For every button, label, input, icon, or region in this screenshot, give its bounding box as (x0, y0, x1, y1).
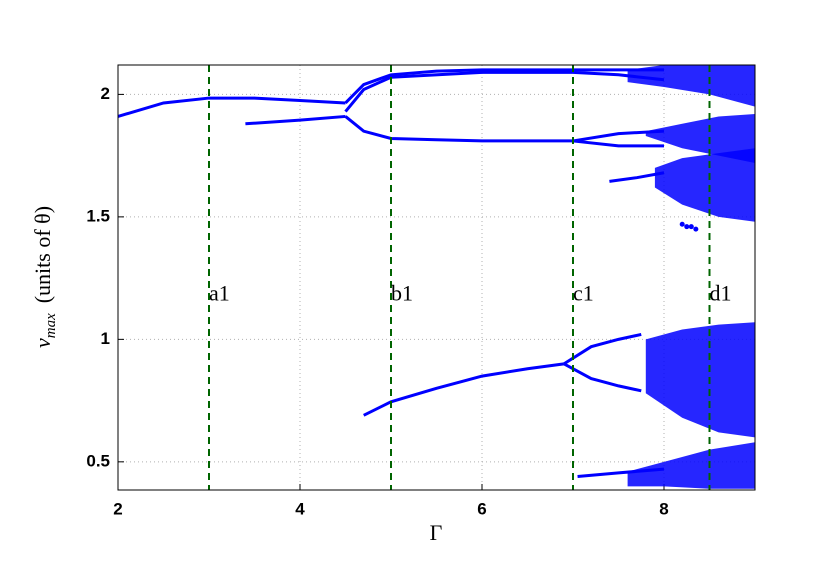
y-tick-label: 0.5 (86, 451, 110, 470)
chaotic-band (654, 148, 755, 222)
x-tick-label: 2 (113, 499, 122, 518)
branch-line (117, 96, 346, 118)
x-tick-label: 6 (477, 499, 486, 518)
branch-line (344, 68, 664, 105)
marker-label: b1 (391, 280, 413, 305)
branch-line (609, 171, 665, 183)
y-tick-label: 2 (101, 84, 110, 103)
branch-line (563, 332, 642, 366)
point (684, 224, 690, 230)
y-label-sub: max (43, 313, 59, 338)
branch-line (563, 362, 642, 393)
x-tick-label: 4 (295, 499, 305, 518)
y-label-rest: (units of θ) (30, 206, 55, 303)
point (693, 226, 699, 232)
chaotic-band (627, 442, 755, 489)
branch-line (572, 139, 664, 148)
branch-line (572, 129, 665, 143)
y-label-var: v (30, 338, 55, 348)
y-axis-label: vmax (units of θ) (30, 206, 59, 348)
branch-line (344, 115, 573, 143)
marker-label: d1 (710, 280, 732, 305)
branch-line (344, 70, 665, 113)
y-tick-label: 1.5 (86, 206, 110, 225)
plot-frame (117, 64, 756, 491)
marker-label: a1 (209, 280, 230, 305)
branch-line (577, 467, 665, 479)
branch-line (363, 362, 565, 417)
chaotic-band (627, 65, 755, 107)
marker-label: c1 (573, 280, 594, 305)
y-tick-label: 1 (101, 329, 110, 348)
x-tick-label: 8 (659, 499, 668, 518)
point (688, 224, 694, 230)
chaotic-band (645, 322, 755, 438)
point (679, 221, 685, 227)
x-axis-label: Γ (430, 520, 443, 545)
branch-line (245, 114, 346, 126)
chaotic-band (645, 113, 755, 163)
